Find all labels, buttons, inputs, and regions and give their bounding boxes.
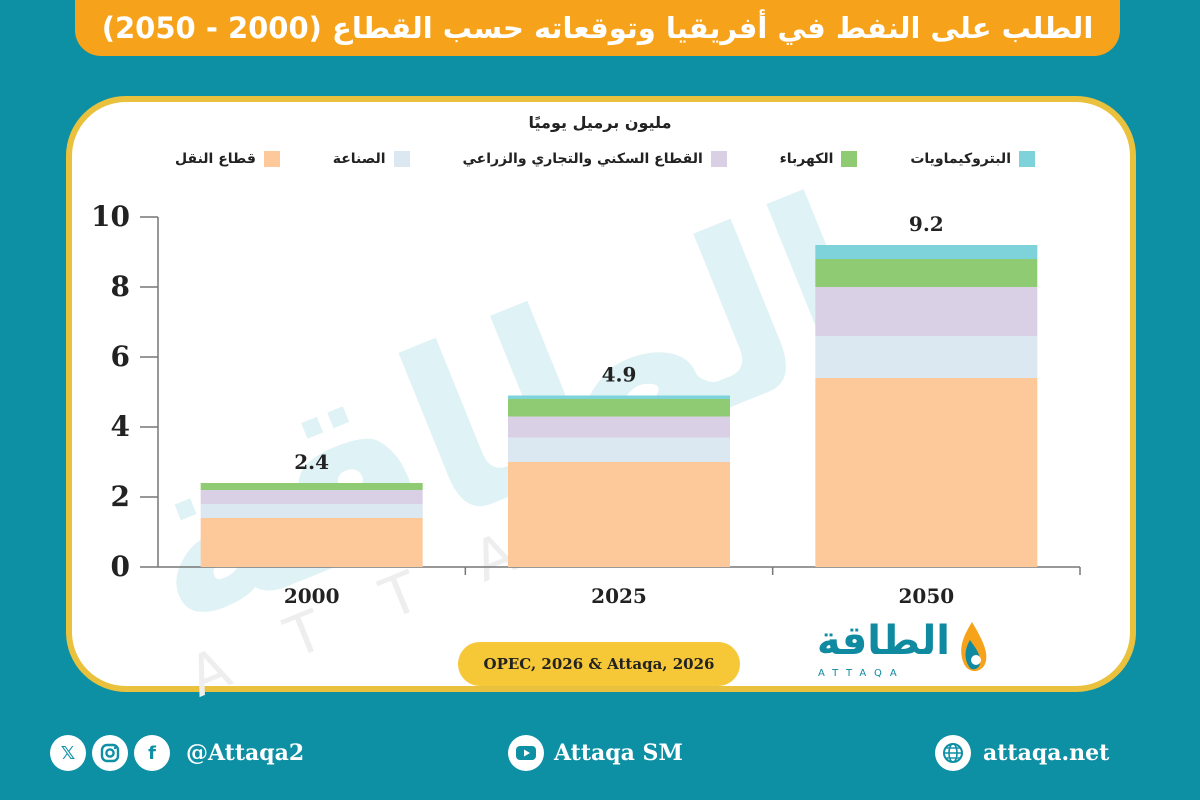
legend-swatch [393,151,410,167]
bar-segment [815,259,1038,287]
youtube-link[interactable]: Attaqa SM [508,735,683,771]
youtube-channel: Attaqa SM [554,740,683,766]
website-url: attaqa.net [983,740,1110,766]
bar-total-label: 9.2 [909,212,944,236]
bar-segment [815,245,1038,259]
bar-segment [508,399,730,417]
legend-swatch [710,151,727,167]
y-tick-label: 4 [111,410,130,443]
legend-swatch [1019,151,1035,167]
bar-segment [815,287,1038,336]
legend-label: القطاع السكني والتجاري والزراعي [462,151,703,167]
bar-segment [508,395,730,399]
chart-legend: قطاع النقل الصناعة القطاع السكني والتجاري … [175,148,1035,170]
x-icon[interactable]: 𝕏 [50,735,86,771]
y-tick-label: 6 [111,340,130,373]
bar-segment [200,518,423,567]
legend-item: قطاع النقل [175,148,280,170]
bar-segment [508,462,730,567]
website-link[interactable]: attaqa.net [935,735,1109,771]
legend-swatch [841,151,858,167]
y-tick-label: 0 [111,550,130,583]
legend-item: الكهرباء [780,148,858,170]
y-tick-label: 10 [91,200,130,233]
x-tick-label: 2050 [898,584,954,608]
legend-label: الصناعة [332,151,386,167]
bar-segment [815,336,1038,378]
y-tick-label: 2 [111,480,130,513]
bar-segment [508,416,730,438]
youtube-icon [508,735,544,771]
social-links: 𝕏 f @Attaqa2 [50,735,304,771]
bar-segment [200,483,423,490]
bar-segment [508,437,730,462]
instagram-icon[interactable] [92,735,128,771]
social-handle[interactable]: @Attaqa2 [186,740,305,766]
facebook-icon[interactable]: f [134,735,170,771]
legend-label: قطاع النقل [175,151,256,167]
page-title: الطلب على النفط في أفريقيا وتوقعاته حسب … [75,0,1120,56]
legend-item: الصناعة [333,148,410,170]
x-tick-label: 2025 [591,584,647,608]
flame-drop-icon [961,622,987,672]
logo-text-arabic: الطاقة [816,618,950,664]
source-label: OPEC, 2026 & Attaqa, 2026 [458,642,740,686]
bar-segment [200,490,423,504]
bar-total-label: 2.4 [294,450,329,474]
x-tick-label: 2000 [284,584,340,608]
globe-icon [935,735,971,771]
bar-total-label: 4.9 [602,363,637,387]
legend-label: الكهرباء [779,151,834,167]
bar-segment [815,378,1038,567]
legend-swatch [263,151,280,167]
attaqa-logo: الطاقة ATTAQA [800,618,990,684]
logo-text-latin: ATTAQA [818,668,905,679]
bar-segment [200,504,423,518]
footer: 𝕏 f @Attaqa2 Attaqa SM attaqa.net [0,735,1200,779]
legend-item: القطاع السكني والتجاري والزراعي [462,148,727,170]
chart-unit-label: مليون برميل يوميًا [528,113,672,132]
y-tick-label: 8 [111,270,130,303]
legend-label: البتروكيماويات [910,151,1011,167]
legend-item: البتروكيماويات [910,148,1035,170]
